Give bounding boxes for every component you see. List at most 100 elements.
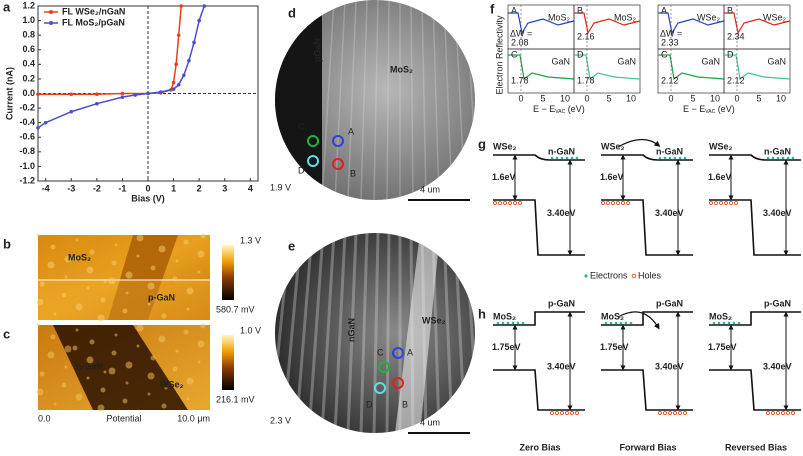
electron: [619, 321, 623, 325]
material-label: WSe₂: [763, 12, 787, 22]
electron: [673, 156, 677, 160]
y-tick-label: 0.0: [22, 88, 35, 98]
legend-label: Electrons: [590, 270, 628, 280]
texture: [50, 244, 56, 250]
texture: [136, 324, 144, 332]
panel-label: c: [3, 326, 10, 341]
subplot-frame: [723, 48, 791, 94]
delta-w-label: ΔW =: [510, 28, 532, 38]
point-label: A: [511, 5, 517, 15]
point: [95, 101, 99, 106]
electron: [501, 321, 505, 325]
scale-bar-label: 4 um: [420, 184, 440, 194]
texture: [47, 351, 55, 359]
y-tick-label: 1.2: [22, 0, 35, 10]
gap-label: 1.6eV: [600, 172, 624, 182]
colorbar-min: 216.1 mV: [216, 394, 255, 404]
electron: [663, 156, 667, 160]
texture: [39, 281, 45, 287]
material-label: MoS₂: [493, 311, 516, 321]
texture: [64, 365, 68, 369]
point: [95, 92, 99, 97]
reflectivity-curve: [574, 54, 641, 81]
texture: [72, 345, 78, 351]
bias-label: Reversed Bias: [725, 442, 787, 452]
texture: [108, 277, 116, 285]
point: [133, 93, 138, 97]
electron: [550, 156, 554, 160]
region-label: p-GaN: [148, 292, 175, 302]
colorbar-max: 1.0 V: [240, 325, 261, 335]
x-tick-label: 0: [518, 93, 523, 103]
texture: [125, 291, 129, 295]
texture: [183, 239, 189, 245]
texture: [64, 275, 68, 279]
point: [69, 109, 74, 114]
point: [192, 40, 196, 45]
point-label: A: [348, 126, 354, 136]
y-tick-label: 0.4: [22, 59, 35, 69]
hole: [564, 410, 570, 416]
y-tick-label: -1.0: [19, 161, 35, 171]
material-label: p-GaN: [764, 298, 791, 308]
texture: [114, 333, 118, 337]
electron: [737, 321, 741, 325]
electron: [791, 156, 795, 160]
texture: [125, 361, 133, 369]
point-marker: [378, 361, 390, 373]
streak: [386, 0, 390, 200]
electron: [570, 156, 574, 160]
legend-marker: [49, 21, 53, 25]
y-tick-label: -1.2: [19, 175, 35, 185]
x-axis-title-main: E − E: [533, 104, 555, 114]
scale-title: Potential: [106, 413, 141, 423]
gap-label: 1.75eV: [600, 342, 629, 352]
texture: [103, 280, 107, 284]
y-tick-label: 0.2: [22, 73, 35, 83]
band: [53, 325, 188, 410]
delta-w-value: 2.08: [511, 37, 529, 47]
streak: [347, 0, 357, 200]
substrate-label: nGaN: [346, 318, 356, 342]
point-label: D: [366, 399, 373, 409]
streak: [320, 233, 336, 433]
texture: [197, 340, 205, 348]
legend-marker: [49, 10, 53, 14]
material-label: MoS₂: [709, 311, 732, 321]
delta-w-value: 1.78: [511, 75, 529, 85]
texture: [136, 254, 140, 258]
panel-label: f: [490, 1, 495, 16]
legend-label: FL MoS₂/pGaN: [62, 17, 125, 27]
point: [179, 4, 184, 8]
electron: [786, 156, 790, 160]
bias-label: 1.9 V: [270, 182, 291, 192]
electron: [624, 321, 628, 325]
reflectivity-curve: [574, 12, 641, 35]
x-tick-label: 0: [734, 93, 739, 103]
texture: [197, 360, 201, 364]
material-label: n-GaN: [548, 146, 575, 156]
hole: [733, 200, 739, 206]
texture: [186, 307, 190, 311]
texture: [36, 233, 40, 237]
point-marker: [374, 382, 386, 394]
texture: [36, 298, 44, 306]
hole: [662, 410, 668, 416]
y-tick-label: -0.8: [19, 146, 35, 156]
gap-label: 3.40eV: [547, 208, 576, 218]
texture: [111, 350, 117, 356]
texture: [197, 250, 205, 258]
reflectivity-curve: [658, 12, 725, 35]
reflectivity-curve: [724, 12, 791, 35]
texture: [97, 314, 105, 322]
legend-label: Holes: [638, 270, 662, 280]
texture: [86, 266, 94, 274]
scale-bar-label: 4 um: [420, 417, 440, 427]
bias-label: 2.3 V: [270, 415, 291, 425]
x-axis-title-sub: VAC: [705, 109, 715, 115]
lower-region: [38, 280, 210, 320]
texture: [186, 287, 194, 295]
x-tick-label: 0: [145, 183, 150, 193]
scale-end: 10.0 μm: [177, 413, 210, 423]
